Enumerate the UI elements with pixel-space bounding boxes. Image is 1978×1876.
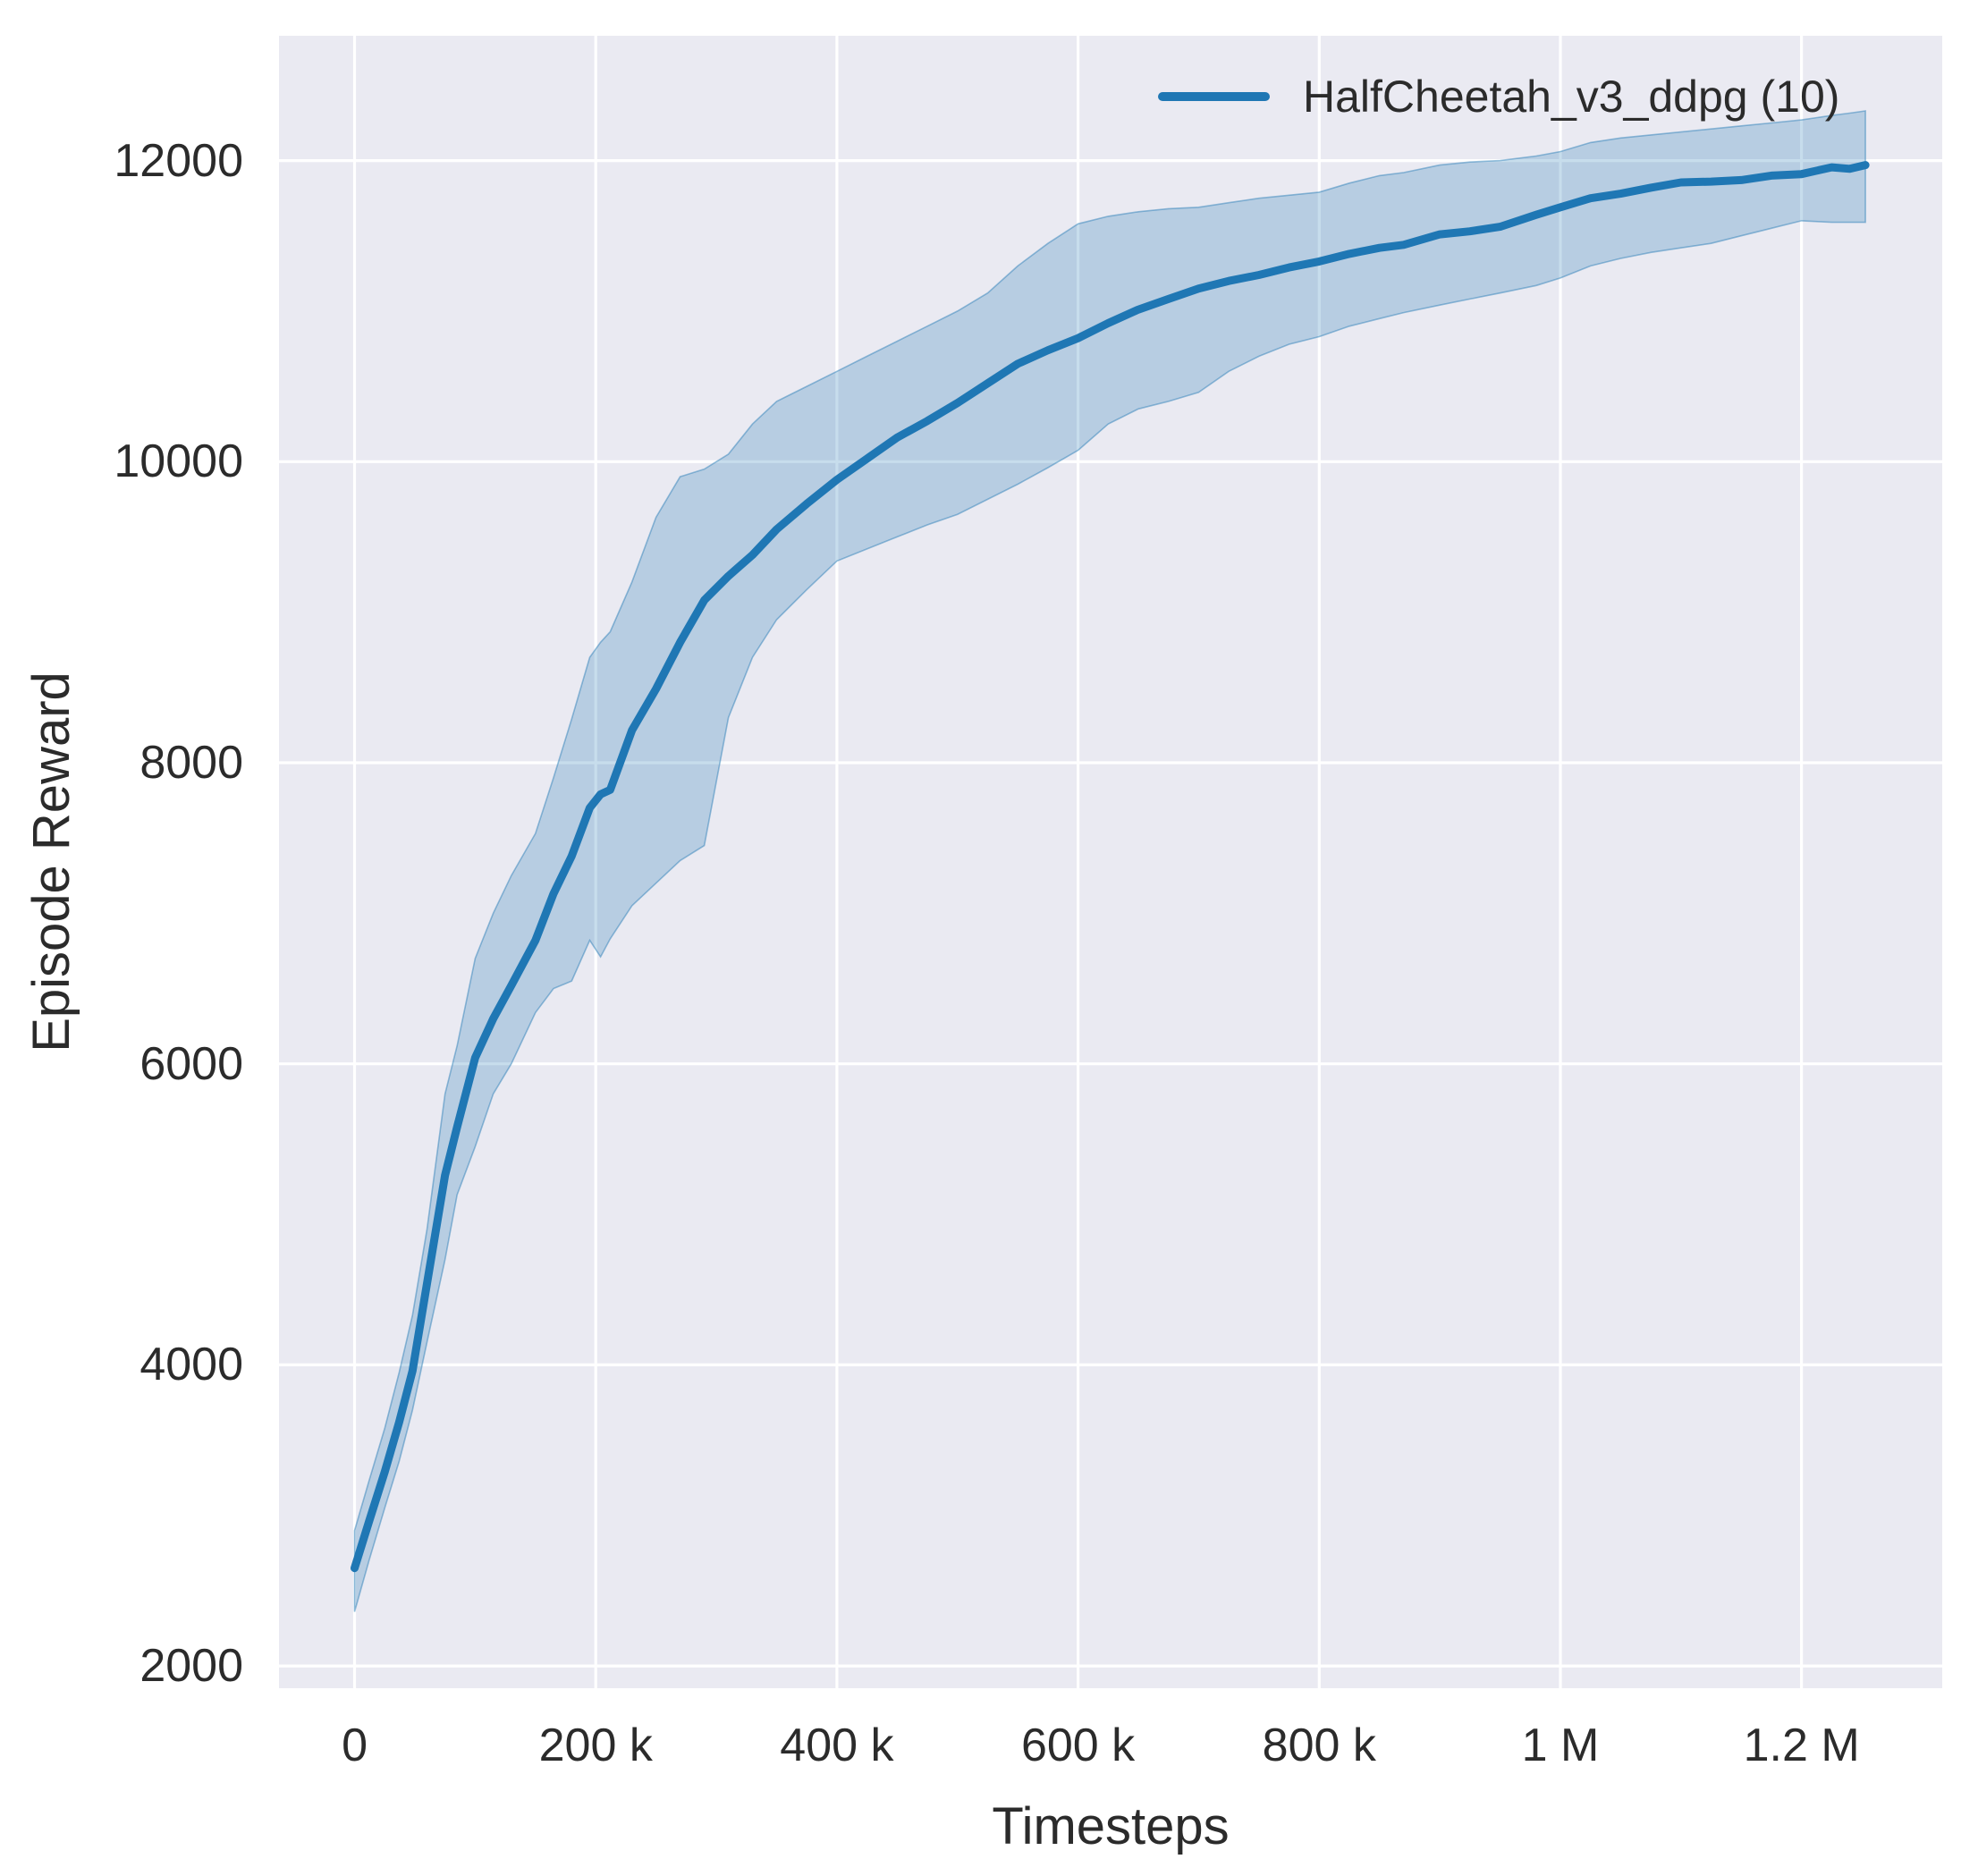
legend-entry-label: HalfCheetah_v3_ddpg (10)	[1303, 72, 1840, 122]
y-tick-label: 8000	[139, 736, 243, 789]
y-tick-label: 2000	[139, 1640, 243, 1693]
legend: HalfCheetah_v3_ddpg (10)	[1158, 72, 1839, 122]
confidence-band	[353, 110, 1866, 1612]
y-tick-label: 12000	[114, 134, 243, 187]
x-tick-label: 1 M	[1521, 1720, 1600, 1771]
x-tick-label: 800 k	[1262, 1720, 1376, 1771]
y-tick-label: 10000	[114, 435, 243, 488]
x-tick-label: 400 k	[780, 1720, 894, 1771]
legend-line-swatch	[1158, 92, 1270, 101]
mean-reward-line	[351, 161, 1870, 1573]
y-tick-label: 6000	[139, 1037, 243, 1090]
x-axis-label: Timesteps	[992, 1797, 1230, 1855]
y-tick-label: 4000	[139, 1339, 243, 1391]
x-tick-label: 0	[342, 1720, 368, 1771]
x-tick-label: 600 k	[1020, 1720, 1136, 1771]
x-tick-label: 200 k	[538, 1720, 653, 1771]
plot-background	[279, 36, 1942, 1688]
x-tick-label: 1.2 M	[1743, 1720, 1860, 1771]
y-axis-label: Episode Reward	[22, 672, 80, 1052]
